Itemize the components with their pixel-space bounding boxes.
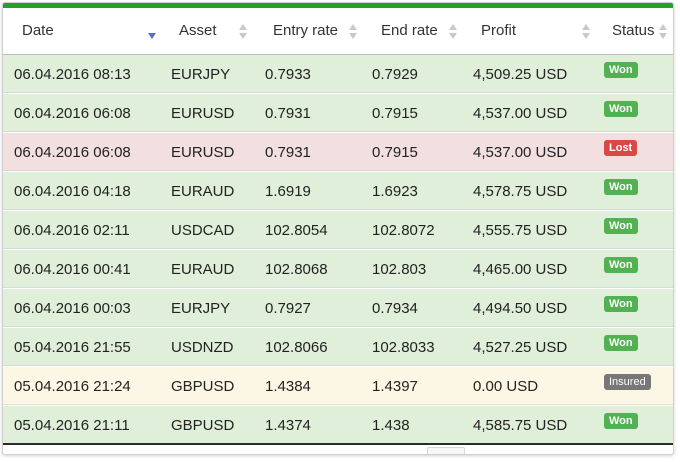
- entry-rate-cell: 0.7931: [265, 144, 311, 161]
- asset-cell: GBPUSD: [171, 417, 235, 434]
- date-cell: 06.04.2016 06:08: [14, 144, 131, 161]
- asset-cell: GBPUSD: [171, 378, 235, 395]
- date-cell: 06.04.2016 04:18: [14, 183, 131, 200]
- status-badge: Won: [604, 296, 638, 312]
- date-cell: 06.04.2016 02:11: [14, 222, 130, 239]
- column-header-profit[interactable]: Profit: [481, 8, 516, 54]
- asset-cell: EURAUD: [171, 183, 235, 200]
- date-cell: 05.04.2016 21:11: [14, 417, 130, 434]
- asset-cell: EURUSD: [171, 144, 235, 161]
- entry-rate-cell: 0.7927: [265, 300, 311, 317]
- status-badge: Won: [604, 413, 638, 429]
- entry-rate-cell: 102.8068: [265, 261, 328, 278]
- asset-cell: EURJPY: [171, 300, 231, 317]
- sort-both-icon[interactable]: [582, 24, 590, 40]
- date-cell: 05.04.2016 21:24: [14, 378, 131, 395]
- date-cell: 05.04.2016 21:55: [14, 339, 131, 356]
- date-cell: 06.04.2016 00:41: [14, 261, 131, 278]
- entry-rate-cell: 0.7933: [265, 66, 311, 83]
- profit-cell: 4,494.50 USD: [473, 300, 568, 317]
- profit-cell: 0.00 USD: [473, 378, 539, 395]
- sort-both-icon[interactable]: [449, 24, 457, 40]
- end-rate-cell: 102.8072: [372, 222, 435, 239]
- column-header-date[interactable]: Date: [22, 8, 54, 54]
- end-rate-cell: 0.7915: [372, 105, 418, 122]
- table-row[interactable]: 06.04.2016 04:18 EURAUD 1.6919 1.6923 4,…: [3, 172, 673, 210]
- status-badge: Insured: [604, 374, 651, 390]
- sort-both-icon[interactable]: [349, 24, 357, 40]
- sort-both-icon[interactable]: [239, 24, 247, 40]
- asset-cell: EURJPY: [171, 66, 231, 83]
- status-badge: Won: [604, 179, 638, 195]
- table-row[interactable]: 06.04.2016 06:08 EURUSD 0.7931 0.7915 4,…: [3, 94, 673, 132]
- table-row[interactable]: 06.04.2016 02:11 USDCAD 102.8054 102.807…: [3, 211, 673, 249]
- status-badge: Won: [604, 257, 638, 273]
- status-badge: Won: [604, 218, 638, 234]
- trade-history-table: Date Asset Entry rate End rate Profit: [2, 2, 674, 455]
- asset-cell: EURUSD: [171, 105, 235, 122]
- profit-cell: 4,527.25 USD: [473, 339, 568, 356]
- column-header-label: Entry rate: [273, 22, 339, 39]
- table-row[interactable]: 06.04.2016 08:13 EURJPY 0.7933 0.7929 4,…: [3, 55, 673, 93]
- entry-rate-cell: 1.4384: [265, 378, 311, 395]
- column-header-label: Status: [612, 22, 655, 39]
- table-row[interactable]: 05.04.2016 21:11 GBPUSD 1.4374 1.438 4,5…: [3, 406, 673, 444]
- table-row[interactable]: 05.04.2016 21:55 USDNZD 102.8066 102.803…: [3, 328, 673, 366]
- column-header-label: Profit: [481, 22, 517, 39]
- asset-cell: USDCAD: [171, 222, 235, 239]
- end-rate-cell: 0.7929: [372, 66, 418, 83]
- entry-rate-cell: 1.4374: [265, 417, 311, 434]
- date-cell: 06.04.2016 00:03: [14, 300, 131, 317]
- sort-both-icon[interactable]: [659, 24, 667, 40]
- accent-bar: [3, 3, 673, 8]
- column-header-label: Date: [22, 22, 54, 39]
- end-rate-cell: 1.4397: [372, 378, 418, 395]
- sort-desc-icon[interactable]: [148, 24, 156, 40]
- date-cell: 06.04.2016 08:13: [14, 66, 131, 83]
- status-badge: Lost: [604, 140, 638, 156]
- date-cell: 06.04.2016 06:08: [14, 105, 131, 122]
- profit-cell: 4,509.25 USD: [473, 66, 568, 83]
- entry-rate-cell: 102.8066: [265, 339, 328, 356]
- profit-cell: 4,585.75 USD: [473, 417, 568, 434]
- table-row[interactable]: 06.04.2016 00:03 EURJPY 0.7927 0.7934 4,…: [3, 289, 673, 327]
- column-header-entry-rate[interactable]: Entry rate: [273, 8, 338, 54]
- column-header-label: End rate: [381, 22, 438, 39]
- table-row[interactable]: 06.04.2016 00:41 EURAUD 102.8068 102.803…: [3, 250, 673, 288]
- end-rate-cell: 1.6923: [372, 183, 418, 200]
- table-footer-border: [3, 443, 673, 445]
- asset-cell: EURAUD: [171, 261, 235, 278]
- profit-cell: 4,578.75 USD: [473, 183, 568, 200]
- table-row[interactable]: 06.04.2016 06:08 EURUSD 0.7931 0.7915 4,…: [3, 133, 673, 171]
- column-header-asset[interactable]: Asset: [179, 8, 217, 54]
- horizontal-scrollbar-thumb[interactable]: [427, 447, 465, 454]
- entry-rate-cell: 102.8054: [265, 222, 328, 239]
- asset-cell: USDNZD: [171, 339, 234, 356]
- entry-rate-cell: 1.6919: [265, 183, 311, 200]
- table-row[interactable]: 05.04.2016 21:24 GBPUSD 1.4384 1.4397 0.…: [3, 367, 673, 405]
- status-badge: Won: [604, 335, 638, 351]
- column-header-status[interactable]: Status: [612, 8, 655, 54]
- status-badge: Won: [604, 101, 638, 117]
- end-rate-cell: 102.8033: [372, 339, 435, 356]
- end-rate-cell: 0.7934: [372, 300, 418, 317]
- profit-cell: 4,465.00 USD: [473, 261, 568, 278]
- end-rate-cell: 1.438: [372, 417, 410, 434]
- column-header-end-rate[interactable]: End rate: [381, 8, 438, 54]
- table-header: Date Asset Entry rate End rate Profit: [3, 8, 673, 55]
- profit-cell: 4,537.00 USD: [473, 144, 568, 161]
- entry-rate-cell: 0.7931: [265, 105, 311, 122]
- end-rate-cell: 0.7915: [372, 144, 418, 161]
- end-rate-cell: 102.803: [372, 261, 427, 278]
- status-badge: Won: [604, 62, 638, 78]
- column-header-label: Asset: [179, 22, 217, 39]
- profit-cell: 4,555.75 USD: [473, 222, 568, 239]
- profit-cell: 4,537.00 USD: [473, 105, 568, 122]
